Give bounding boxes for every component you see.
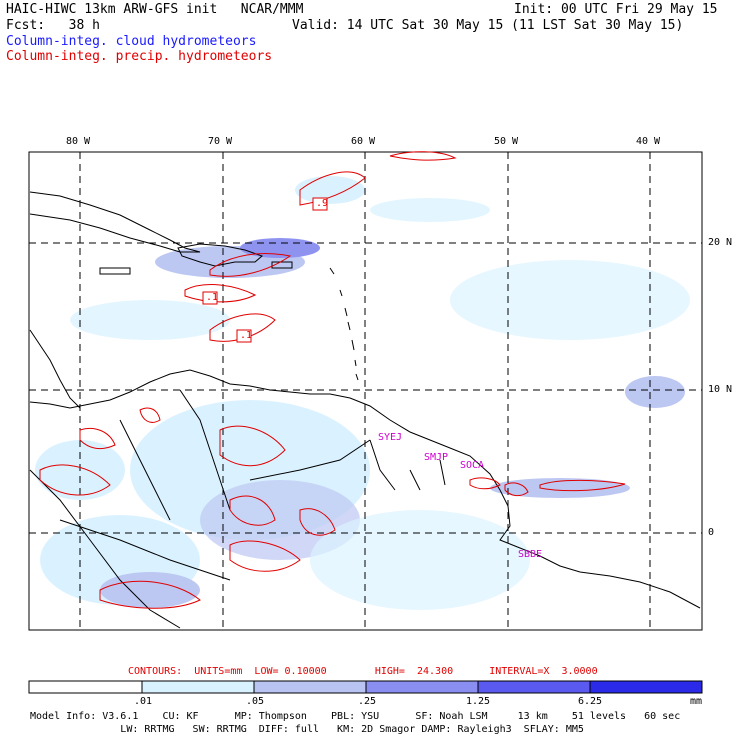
colorbar-tick: 6.25 bbox=[578, 696, 603, 707]
station-label: SBBE bbox=[518, 549, 543, 560]
lon-label: 70 W bbox=[208, 136, 233, 147]
colorbar bbox=[28, 680, 703, 694]
contours-info: CONTOURS: UNITS=mm LOW= 0.10000 HIGH= 24… bbox=[128, 666, 598, 677]
cloud-patch bbox=[450, 260, 690, 340]
forecast-hour: Fcst: 38 h bbox=[6, 18, 100, 33]
lon-label: 50 W bbox=[494, 136, 519, 147]
colorbar-bin bbox=[141, 680, 255, 694]
graticule bbox=[29, 152, 702, 630]
colorbar-bin bbox=[253, 680, 367, 694]
colorbar-bin bbox=[477, 680, 591, 694]
model-info-line1: Model Info: V3.6.1 CU: KF MP: Thompson P… bbox=[30, 711, 681, 722]
plot-title: HAIC-HIWC 13km ARW-GFS init NCAR/MMM bbox=[6, 2, 304, 17]
lon-label: 80 W bbox=[66, 136, 91, 147]
lon-label: 60 W bbox=[351, 136, 376, 147]
model-info-line2: LW: RRTMG SW: RRTMG DIFF: full KM: 2D Sm… bbox=[30, 724, 584, 735]
valid-time: Valid: 14 UTC Sat 30 May 15 (11 LST Sat … bbox=[292, 18, 684, 33]
contour-value-label: .9 bbox=[316, 198, 329, 209]
colorbar-tick: .05 bbox=[246, 696, 265, 707]
cloud-patch bbox=[295, 176, 365, 204]
lat-label: 20 N bbox=[708, 237, 733, 248]
cloud-patch bbox=[490, 478, 630, 498]
contour-value-label: .1 bbox=[240, 330, 253, 341]
precip-field-label: Column-integ. precip. hydrometeors bbox=[6, 49, 273, 64]
coastlines bbox=[29, 191, 701, 629]
cloud-patch bbox=[370, 198, 490, 222]
colorbar-bin bbox=[28, 680, 143, 694]
colorbar-unit: mm bbox=[690, 696, 703, 707]
station-label: SOCA bbox=[460, 460, 485, 471]
contour-labels bbox=[202, 197, 328, 343]
colorbar-bin bbox=[589, 680, 703, 694]
colorbar-tick: .01 bbox=[134, 696, 153, 707]
cloud-patch bbox=[625, 376, 685, 408]
colorbar-tick: .25 bbox=[358, 696, 377, 707]
contour-value-label: .1 bbox=[206, 292, 219, 303]
colorbar-bin bbox=[365, 680, 479, 694]
init-time: Init: 00 UTC Fri 29 May 15 bbox=[514, 2, 718, 17]
cloud-patch bbox=[70, 300, 230, 340]
precip-contours bbox=[39, 151, 626, 609]
station-label: SYEJ bbox=[378, 432, 403, 443]
lat-label: 10 N bbox=[708, 384, 733, 395]
lon-label: 40 W bbox=[636, 136, 661, 147]
cloud-field-label: Column-integ. cloud hydrometeors bbox=[6, 34, 257, 49]
cloud-patch bbox=[240, 238, 320, 258]
station-label: SMJP bbox=[424, 452, 449, 463]
cloud-patch bbox=[310, 510, 530, 610]
lat-label: 0 bbox=[708, 527, 715, 538]
cloud-patch bbox=[100, 572, 200, 608]
colorbar-tick: 1.25 bbox=[466, 696, 491, 707]
